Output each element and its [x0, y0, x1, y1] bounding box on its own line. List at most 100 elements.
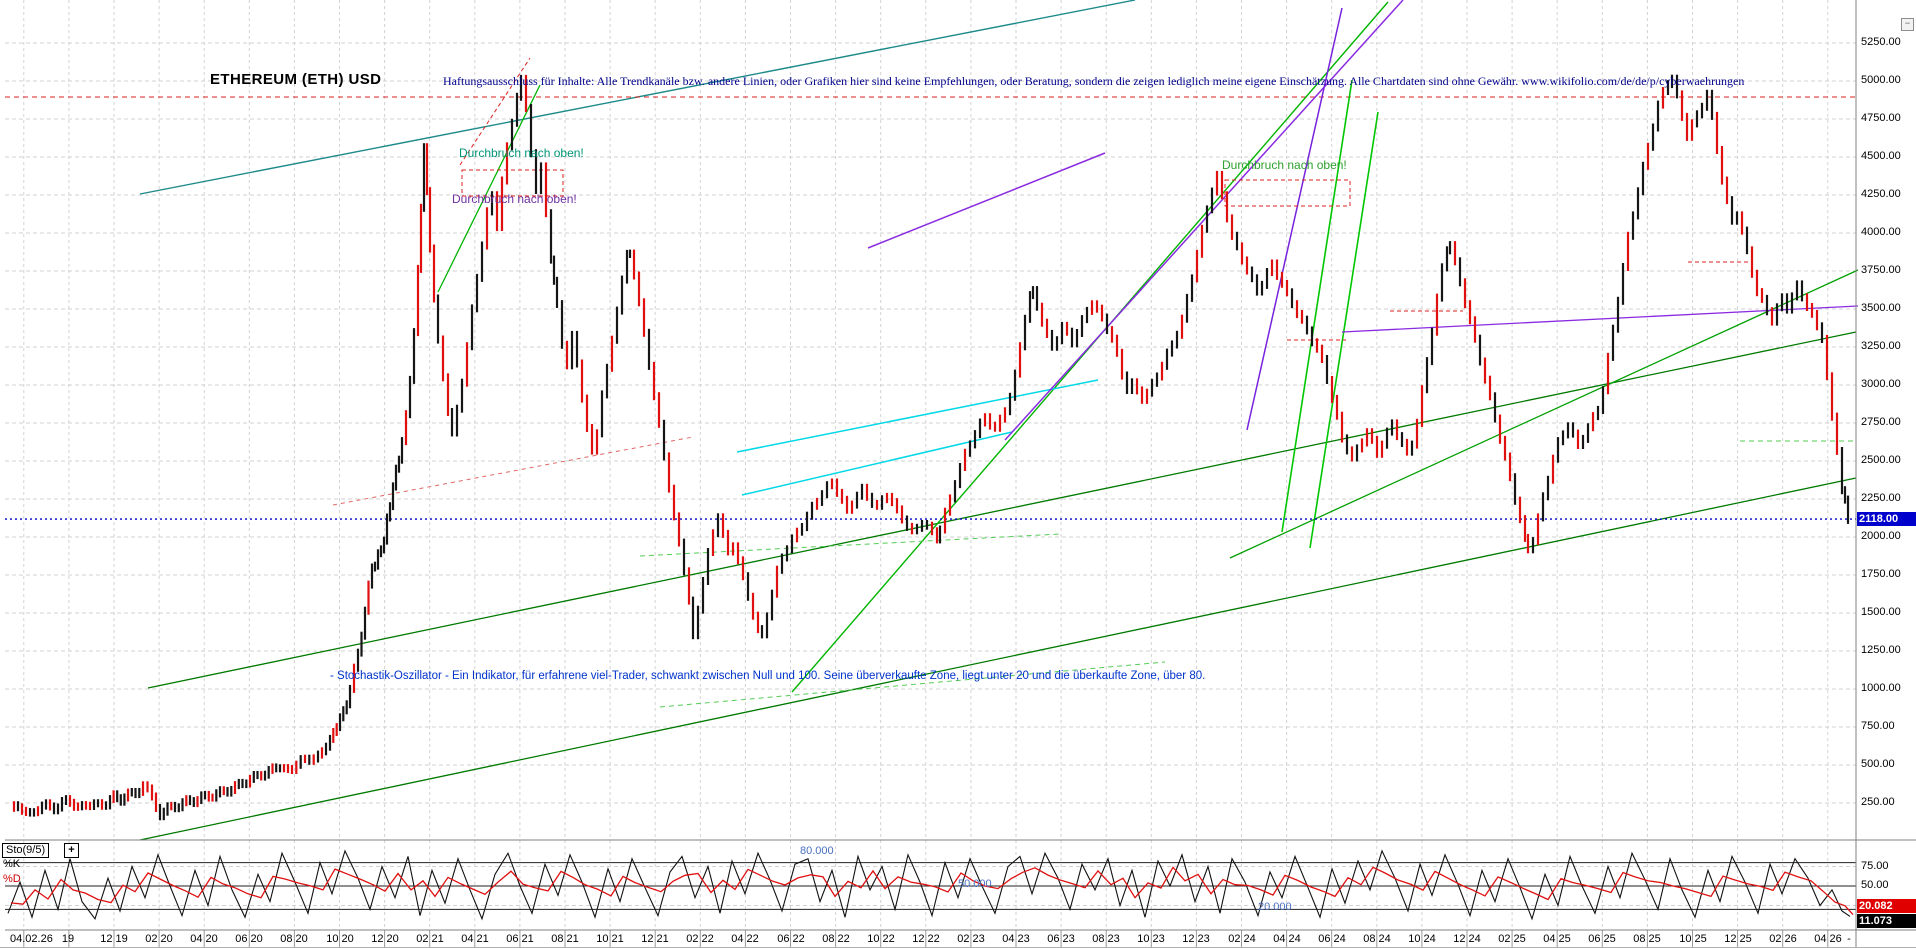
candle	[544, 162, 548, 218]
date-tick-label: 12 25	[1724, 933, 1752, 945]
candle	[222, 786, 225, 796]
candle	[188, 795, 192, 806]
percent-d-label: %D	[3, 873, 21, 885]
candle	[1656, 100, 1660, 132]
candle	[170, 801, 173, 811]
candle	[360, 631, 363, 657]
stochastic-note: - Stochastik-Oszillator - Ein Indikator,…	[330, 670, 1206, 682]
candle	[230, 786, 233, 797]
candle	[751, 592, 755, 620]
candle	[76, 802, 80, 811]
candle	[1050, 329, 1054, 351]
candle	[282, 764, 286, 773]
price-tick-label: 2000.00	[1861, 530, 1901, 542]
candle	[1581, 434, 1585, 449]
candle	[770, 589, 774, 621]
candle	[570, 330, 574, 370]
candle	[731, 542, 735, 556]
candle	[910, 522, 914, 535]
candle	[790, 534, 794, 554]
candle	[1370, 428, 1374, 444]
candle	[173, 801, 177, 813]
candle	[1700, 102, 1704, 119]
candle	[1468, 300, 1472, 325]
candle	[1536, 513, 1540, 546]
candle	[800, 523, 804, 536]
date-tick-label: 04 26	[1814, 933, 1842, 945]
candle	[1080, 315, 1084, 337]
candle	[1740, 211, 1744, 235]
candle	[1390, 419, 1394, 436]
candle	[1350, 446, 1354, 462]
candle	[1215, 170, 1219, 196]
candle	[1090, 300, 1094, 315]
candle	[422, 143, 426, 212]
candle	[1785, 293, 1789, 314]
candle	[580, 359, 584, 403]
date-tick-label: 04 20	[190, 933, 218, 945]
price-tick-label: 500.00	[1861, 758, 1895, 770]
candle	[470, 304, 474, 351]
candle	[610, 335, 614, 372]
candle	[1561, 430, 1565, 446]
candle	[130, 788, 133, 797]
date-tick-label: 10 25	[1679, 933, 1707, 945]
date-tick-label: 02 22	[686, 933, 714, 945]
candle	[1365, 428, 1369, 447]
candle	[1400, 432, 1404, 447]
sto-add-button[interactable]: +	[64, 843, 79, 858]
candle	[1513, 473, 1517, 505]
candle	[1825, 334, 1829, 381]
minimize-button[interactable]: −	[1901, 18, 1914, 31]
candle	[356, 648, 360, 672]
candle	[756, 611, 760, 634]
candle	[1586, 423, 1590, 443]
candle	[575, 330, 579, 368]
candle	[1616, 296, 1620, 333]
candle	[116, 790, 119, 803]
candle	[455, 404, 459, 437]
candle	[404, 410, 408, 446]
candle	[397, 455, 401, 473]
candle	[920, 520, 924, 532]
candle	[1003, 407, 1007, 423]
candle	[1661, 87, 1665, 109]
sto-level-annotation: 80.000	[800, 845, 834, 857]
candle	[1270, 259, 1274, 276]
candle	[805, 511, 809, 532]
candle	[119, 794, 122, 806]
candle	[1765, 294, 1769, 316]
candle	[1260, 280, 1264, 296]
current-price-badge: 2118.00	[1857, 512, 1916, 526]
candle	[123, 793, 126, 806]
candle	[166, 802, 169, 816]
candle	[388, 502, 392, 522]
candle	[890, 492, 894, 507]
candle	[1651, 123, 1655, 151]
candle	[565, 340, 569, 370]
date-tick-label: 10 21	[596, 933, 624, 945]
candle	[605, 363, 609, 399]
candle	[181, 798, 184, 812]
candle	[295, 760, 298, 774]
candle	[1100, 304, 1104, 322]
percent-k-value-badge: 11.073	[1857, 914, 1916, 928]
date-tick-label: 02 23	[957, 933, 985, 945]
candle	[1445, 246, 1449, 272]
trend-line	[736, 379, 1099, 453]
sto-indicator-button[interactable]: Sto(9/5)	[2, 843, 50, 858]
candle	[1275, 259, 1279, 280]
candle	[721, 513, 725, 538]
date-tick-label: 06 25	[1588, 933, 1616, 945]
candle	[100, 799, 104, 810]
candle	[308, 754, 311, 765]
candle	[154, 792, 158, 812]
candle	[1790, 292, 1794, 314]
candle	[1420, 385, 1424, 427]
candle	[875, 499, 879, 510]
candle	[419, 203, 423, 273]
candle	[691, 596, 695, 640]
candle	[988, 413, 992, 430]
candle	[1488, 375, 1492, 401]
